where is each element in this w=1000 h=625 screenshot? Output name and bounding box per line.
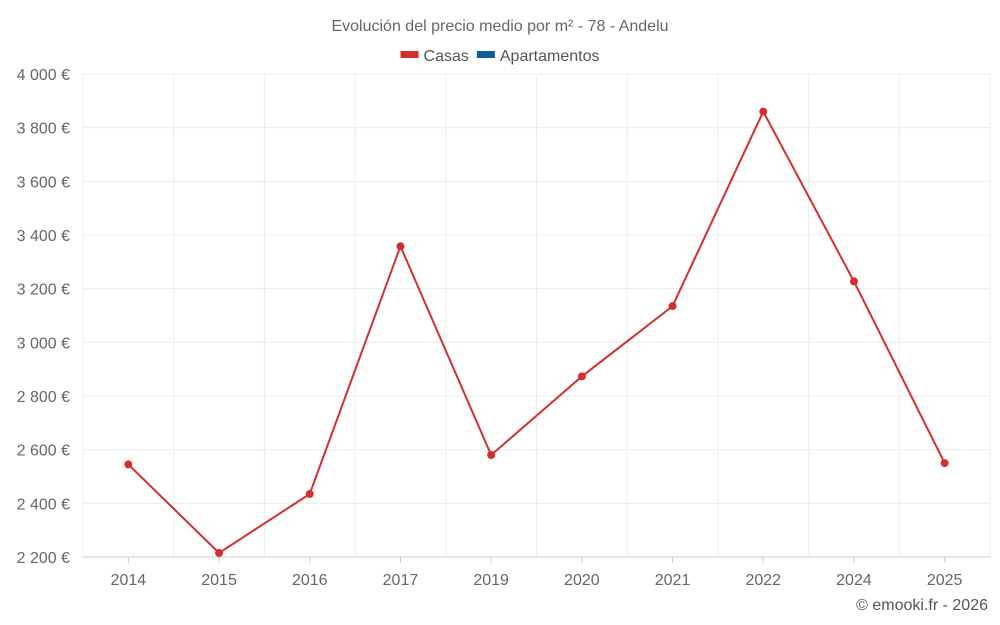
y-axis: 2 200 € 2 400 € 2 600 € 2 800 € 3 000 € 3 200… — [17, 67, 70, 567]
y-tick-label: 4 000 € — [17, 67, 70, 84]
legend-label: Apartamentos — [500, 48, 600, 65]
y-tick-label: 3 400 € — [17, 228, 70, 245]
x-tick-label: 2022 — [745, 572, 781, 589]
y-tick-label: 2 600 € — [17, 443, 70, 460]
x-tick-label: 2019 — [473, 572, 509, 589]
legend-swatch — [476, 51, 495, 58]
legend-item-casas[interactable]: Casas — [400, 48, 469, 65]
credit-text: © emooki.fr - 2026 — [856, 597, 988, 614]
legend-item-apartamentos[interactable]: Apartamentos — [476, 48, 600, 65]
x-tick-label: 2014 — [111, 572, 147, 589]
legend-swatch — [400, 51, 419, 58]
data-point[interactable] — [759, 107, 768, 116]
y-tick-label: 3 600 € — [17, 174, 70, 191]
x-tick-label: 2021 — [655, 572, 691, 589]
x-tick-label: 2016 — [292, 572, 328, 589]
y-tick-label: 2 200 € — [17, 550, 70, 567]
data-point[interactable] — [305, 489, 314, 498]
x-tick-label: 2025 — [927, 572, 963, 589]
x-tick-label: 2024 — [836, 572, 872, 589]
y-tick-label: 2 400 € — [17, 496, 70, 513]
y-tick-label: 3 200 € — [17, 282, 70, 299]
data-point[interactable] — [396, 242, 405, 251]
series-line-casas — [127, 109, 946, 555]
x-axis: 2014 2015 2016 2017 2019 2020 2021 2022 2024 2025 — [111, 557, 963, 589]
data-point[interactable] — [487, 451, 496, 460]
grid — [82, 73, 991, 558]
data-point[interactable] — [668, 302, 677, 311]
y-tick-label: 3 000 € — [17, 335, 70, 352]
legend-label: Casas — [424, 48, 469, 65]
data-point[interactable] — [577, 372, 586, 381]
x-tick-label: 2015 — [201, 572, 237, 589]
x-tick-label: 2017 — [383, 572, 419, 589]
chart-title: Evolución del precio medio por m² - 78 -… — [331, 18, 668, 35]
x-tick-label: 2020 — [564, 572, 600, 589]
legend: Casas Apartamentos — [400, 48, 600, 65]
data-point[interactable] — [215, 548, 224, 557]
data-point[interactable] — [940, 459, 949, 468]
y-tick-label: 2 800 € — [17, 389, 70, 406]
data-point[interactable] — [849, 277, 858, 286]
data-point[interactable] — [124, 460, 133, 469]
y-tick-label: 3 800 € — [17, 121, 70, 138]
series-layer — [124, 107, 949, 557]
